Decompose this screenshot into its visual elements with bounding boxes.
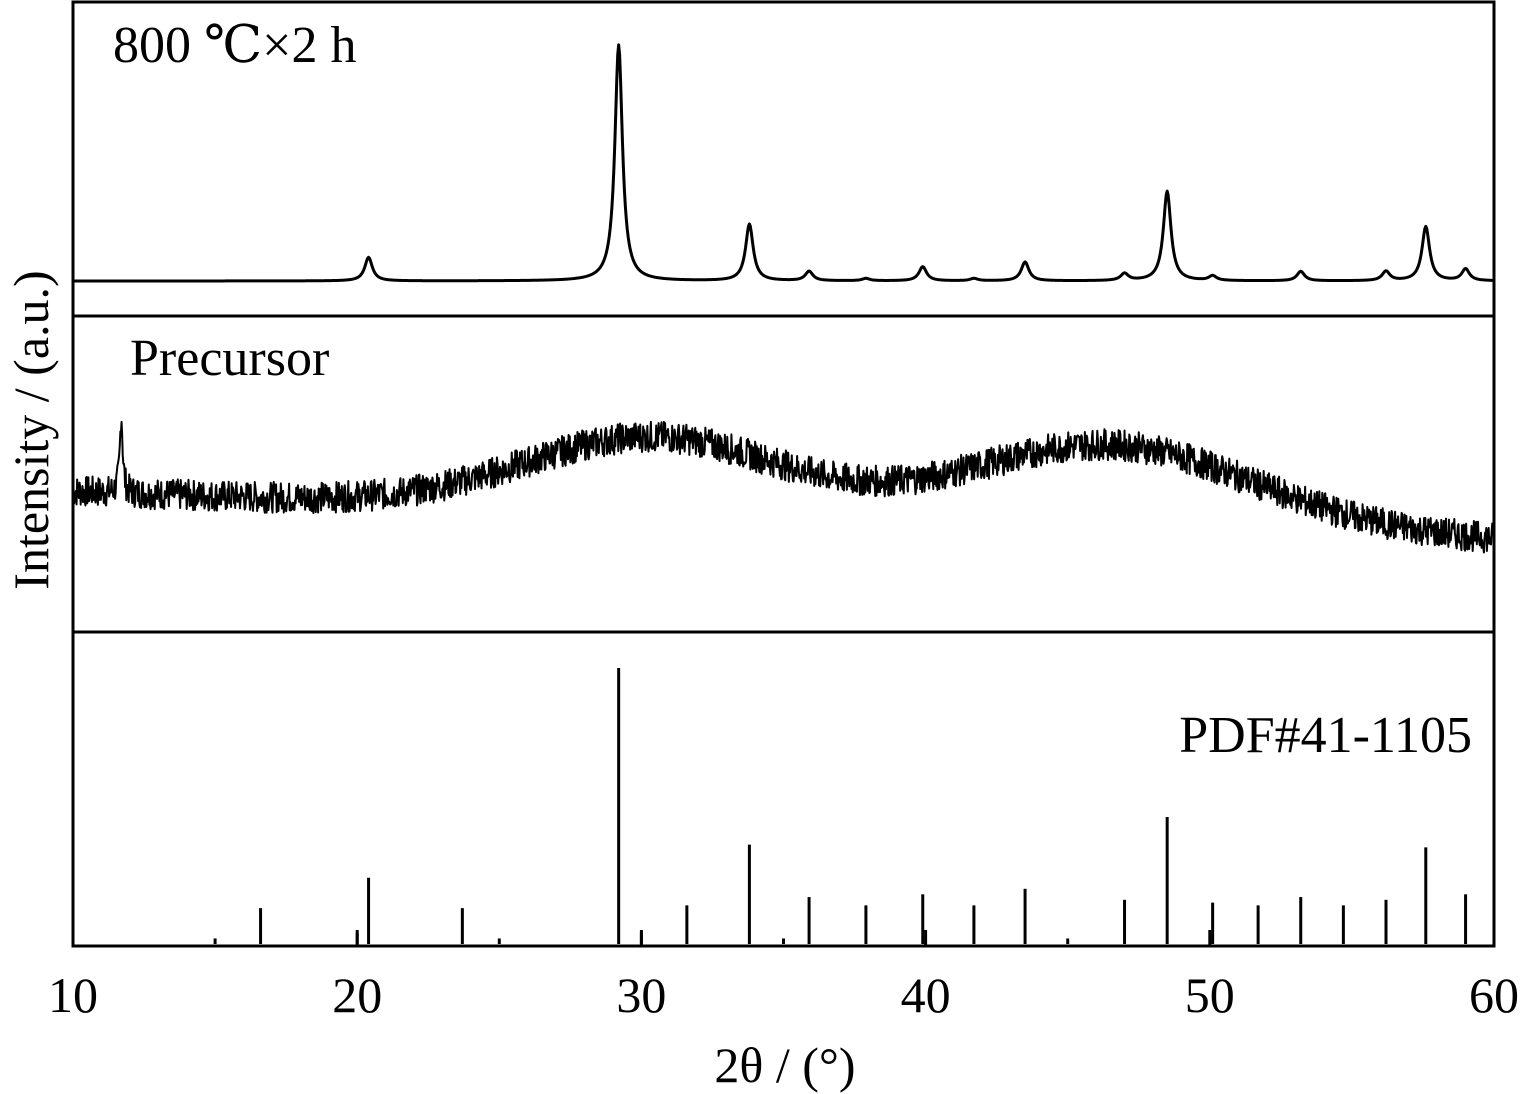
plot-frame xyxy=(71,0,1496,948)
x-tick-label: 30 xyxy=(616,967,666,1023)
x-axis-label: 2θ / (°) xyxy=(714,1037,855,1093)
series-line-precursor xyxy=(72,420,1495,554)
y-axis-label: Intensity / (a.u.) xyxy=(3,270,59,589)
panel-label-pdf: PDF#41-1105 xyxy=(1179,707,1472,764)
x-tick-label: 20 xyxy=(332,967,382,1023)
x-axis-tick-labels: 10 20 30 40 50 60 xyxy=(48,967,1519,1023)
x-tick-label: 10 xyxy=(48,967,98,1023)
x-tick-label: 40 xyxy=(901,967,951,1023)
panel-label-800c: 800 ℃×2 h xyxy=(113,17,357,74)
reference-sticks xyxy=(213,668,1468,944)
x-tick-label: 60 xyxy=(1469,967,1519,1023)
panel-label-precursor: Precursor xyxy=(130,330,329,387)
x-tick-label: 50 xyxy=(1185,967,1235,1023)
series-line-800c xyxy=(72,43,1495,283)
